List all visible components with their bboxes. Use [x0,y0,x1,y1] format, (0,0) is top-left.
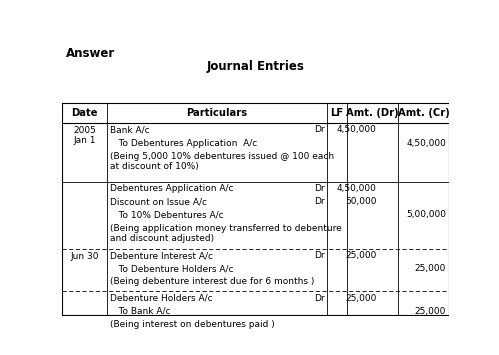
Text: 5,00,000: 5,00,000 [406,211,446,219]
Text: Debenture Interest A/c: Debenture Interest A/c [110,251,213,260]
Text: Particulars: Particulars [187,108,248,118]
Text: Dr: Dr [314,294,325,302]
Text: Discount on Issue A/c: Discount on Issue A/c [110,197,207,206]
Text: 4,50,000: 4,50,000 [406,138,446,148]
Text: Answer: Answer [66,47,115,60]
Text: Debenture Holders A/c: Debenture Holders A/c [110,294,212,302]
Text: (Being application money transferred to debenture
and discount adjusted): (Being application money transferred to … [110,224,341,243]
Text: 25,000: 25,000 [415,307,446,316]
Text: Jun 30: Jun 30 [70,252,99,261]
Text: 50,000: 50,000 [345,197,377,206]
Text: (Being debenture interest due for 6 months ): (Being debenture interest due for 6 mont… [110,277,314,286]
Text: Bank A/c: Bank A/c [110,125,149,135]
Text: To Bank A/c: To Bank A/c [110,307,170,316]
Text: Dr: Dr [314,125,325,135]
Text: 4,50,000: 4,50,000 [337,125,377,135]
Text: Dr: Dr [314,197,325,206]
Text: 2005
Jan 1: 2005 Jan 1 [73,126,96,145]
Text: Debentures Application A/c: Debentures Application A/c [110,184,233,193]
Text: To Debenture Holders A/c: To Debenture Holders A/c [110,264,233,273]
Text: To 10% Debentures A/c: To 10% Debentures A/c [110,211,223,219]
Text: Dr: Dr [314,251,325,260]
Text: Date: Date [71,108,98,118]
Text: (Being interest on debentures paid ): (Being interest on debentures paid ) [110,320,274,329]
Text: Amt. (Cr): Amt. (Cr) [398,108,450,118]
Text: LF: LF [330,108,343,118]
Text: Dr: Dr [314,184,325,193]
Text: Amt. (Dr): Amt. (Dr) [346,108,399,118]
Text: To Debentures Application  A/c: To Debentures Application A/c [110,138,257,148]
Text: Journal Entries: Journal Entries [207,60,305,73]
Text: 25,000: 25,000 [345,251,377,260]
Text: (Being 5,000 10% debentures issued @ 100 each
at discount of 10%): (Being 5,000 10% debentures issued @ 100… [110,152,334,171]
Text: 25,000: 25,000 [415,264,446,273]
Text: 4,50,000: 4,50,000 [337,184,377,193]
Text: 25,000: 25,000 [345,294,377,302]
